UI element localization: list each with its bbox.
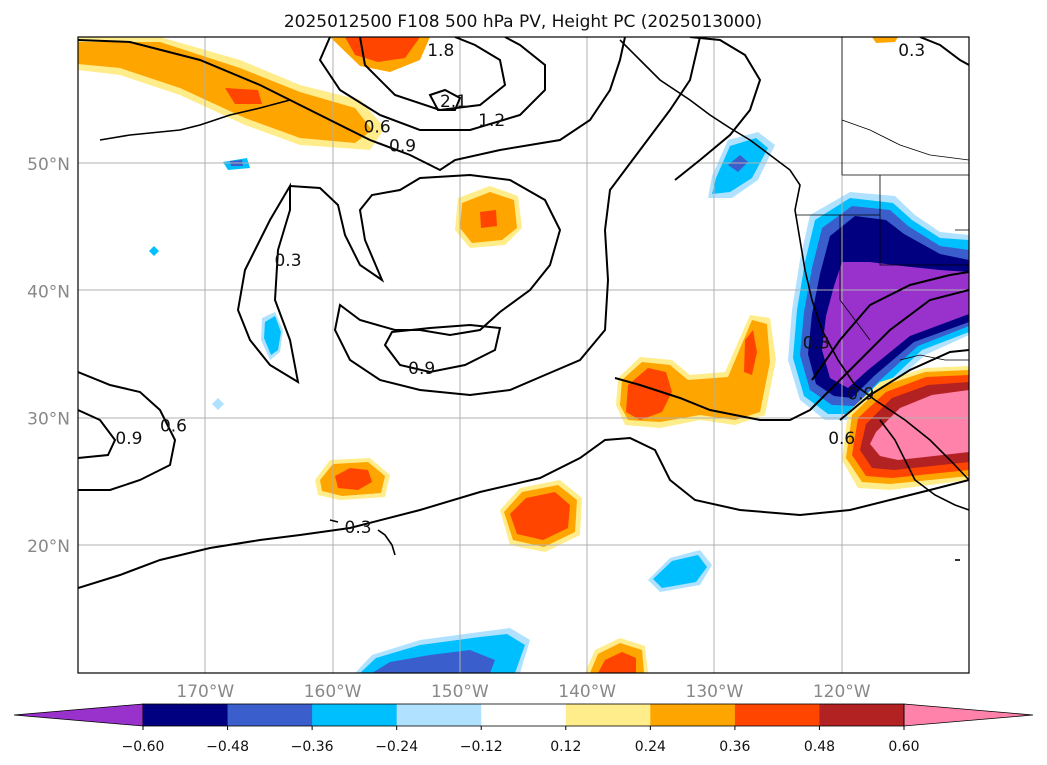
colorbar-tick-label: 0.12 [550,739,581,755]
contour-central-loop [289,37,701,397]
contour-north-jet [78,37,626,172]
gridlines [78,37,969,673]
map-area: 1.82.11.20.60.90.30.90.60.90.30.30.30.90… [78,37,969,673]
colorbar-frame [142,703,905,727]
contour-labels: 1.82.11.20.60.90.30.90.60.90.30.30.30.90… [115,41,925,538]
colorbar-swatch [650,704,736,726]
map-frame [77,36,970,674]
colorbar-swatch [143,704,229,726]
colorbar-tick-label: 0.24 [635,739,666,755]
contour-label: 1.2 [478,111,505,131]
y-tick-label: 20°N [27,537,70,557]
pv-positive-band-north-core [78,42,372,143]
y-axis-ticks: 20°N 30°N 40°N 50°N [27,155,70,557]
colorbar-ticks: −0.60 −0.48 −0.36 −0.24 −0.12 0.12 0.24 0.36 0.4… [122,726,920,755]
x-axis-ticks: 170°W 160°W 150°W 140°W 130°W 120°W [176,682,870,702]
x-tick-label: 170°W [176,682,234,702]
colorbar-swatch [396,704,482,726]
colorbar-swatch [565,704,651,726]
contour-label: 0.3 [898,41,925,61]
colorbar-tick-label: 0.36 [719,739,750,755]
colorbar-swatch [734,704,820,726]
contour-label: 0.9 [389,136,416,156]
chart-title: 2025012500 F108 500 hPa PV, Height PC (2… [284,12,762,32]
pv-shading [78,37,969,673]
colorbar-swatch [227,704,313,726]
contour-label: 0.3 [803,334,830,354]
contour-label: 0.6 [160,416,187,436]
y-tick-label: 40°N [27,282,70,302]
contour-south-long [78,436,969,589]
colorbar-extend-max [903,703,1034,727]
contour-label: 0.6 [828,429,855,449]
colorbar-extend-min [13,703,144,727]
contour-label: 2.1 [440,92,467,112]
pv-positive-north-peak [225,88,262,104]
coastlines [99,37,969,561]
height-contours [78,37,969,589]
x-tick-label: 160°W [304,682,362,702]
x-tick-label: 140°W [558,682,616,702]
colorbar-tick-label: −0.60 [122,739,165,755]
colorbar-swatch [819,704,905,726]
colorbar-swatch [312,704,398,726]
colorbar-tick-label: −0.36 [291,739,334,755]
colorbar-tick-label: −0.12 [460,739,503,755]
colorbar [13,703,1034,727]
x-tick-label: 130°W [686,682,744,702]
contour-label: 0.6 [364,117,391,137]
colorbar-tick-label: −0.24 [375,739,418,755]
contour-label: 0.9 [847,385,874,405]
contour-label: 0.9 [408,359,435,379]
x-tick-label: 150°W [431,682,489,702]
x-tick-label: 120°W [813,682,871,702]
colorbar-tick-label: 0.60 [888,739,919,755]
contour-label: 0.3 [274,251,301,271]
colorbar-swatch [481,704,567,726]
contour-label: 1.8 [427,41,454,61]
colorbar-tick-label: 0.48 [804,739,835,755]
y-tick-label: 30°N [27,410,70,430]
y-tick-label: 50°N [27,155,70,175]
colorbar-tick-label: −0.48 [206,739,249,755]
contour-label: 0.3 [345,518,372,538]
contour-southwest [78,371,177,491]
contour-label: 0.9 [115,429,142,449]
